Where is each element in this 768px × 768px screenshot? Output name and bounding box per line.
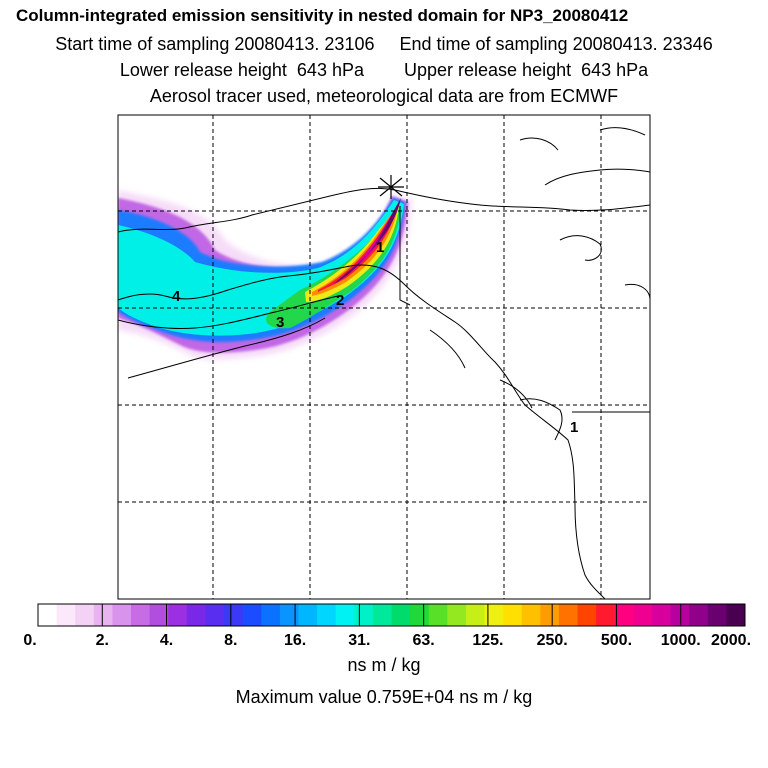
- colorbar-tick-label: 2.: [95, 632, 109, 649]
- colorbar-swatch: [354, 604, 374, 626]
- release-point-star-icon: [378, 175, 404, 199]
- colorbar-swatch: [540, 604, 560, 626]
- colorbar-swatch: [372, 604, 392, 626]
- colorbar-tick-label: 500.: [600, 632, 633, 649]
- contour-label-2: 2: [336, 292, 344, 309]
- colorbar-swatch: [149, 604, 169, 626]
- maximum-value-text: Maximum value 0.759E+04 ns m / kg: [235, 687, 533, 707]
- colorbar-swatch: [224, 604, 244, 626]
- sensitivity-plume: [118, 190, 412, 360]
- colorbar-tick-label: 125.: [472, 632, 504, 649]
- colorbar-tick-label: 16.: [283, 632, 307, 649]
- sampling-time-line: Start time of sampling 20080413. 23106 E…: [55, 34, 713, 54]
- colorbar-swatch: [131, 604, 151, 626]
- colorbar-swatch: [261, 604, 281, 626]
- boundaries: [399, 206, 650, 413]
- colorbar-swatch: [633, 604, 653, 626]
- colorbar-swatch: [391, 604, 411, 626]
- colorbar-tick-label: 63.: [412, 632, 435, 649]
- colorbar-swatch: [614, 604, 634, 626]
- colorbar-swatch: [75, 604, 95, 626]
- chart-title: Column-integrated emission sensitivity i…: [16, 6, 629, 25]
- colorbar-tick-label: 31.: [348, 632, 371, 649]
- map-area: 1 2 3 4 1: [118, 115, 650, 599]
- colorbar-swatch: [707, 604, 727, 626]
- colorbar-swatch: [503, 604, 523, 626]
- coastlines: [118, 127, 650, 599]
- colorbar-frame: [37, 603, 746, 627]
- colorbar-swatch: [335, 604, 355, 626]
- colorbar-swatch: [465, 604, 486, 626]
- colorbar-swatch: [428, 604, 448, 626]
- release-height-line: Lower release height 643 hPa Upper relea…: [119, 60, 649, 80]
- colorbar-swatch: [279, 604, 299, 626]
- colorbar-swatch: [558, 604, 579, 626]
- colorbar-swatch: [596, 604, 616, 626]
- colorbar-swatch: [410, 604, 430, 626]
- colorbar-tick-label: 250.: [536, 632, 568, 649]
- colorbar-swatch: [186, 604, 206, 626]
- colorbar-swatch: [651, 604, 672, 626]
- map-frame: [117, 114, 651, 600]
- colorbar-swatch: [689, 604, 709, 626]
- colorbar-swatch: [521, 604, 541, 626]
- colorbar-swatch: [242, 604, 262, 626]
- colorbar: [37, 603, 746, 627]
- colorbar-swatch: [484, 604, 504, 626]
- colorbar-swatch: [205, 604, 225, 626]
- colorbar-tick-label: 8.: [224, 632, 238, 649]
- colorbar-swatch: [447, 604, 467, 626]
- plume-yellow: [305, 206, 399, 302]
- colorbar-tick-label: 1000.: [660, 632, 701, 649]
- plume-green: [266, 210, 400, 329]
- colorbar-tick-label: 4.: [159, 632, 174, 649]
- colorbar-swatch: [38, 604, 58, 626]
- map-grid: [118, 115, 650, 599]
- contour-label-5: 1: [570, 419, 578, 436]
- colorbar-swatch: [298, 604, 318, 626]
- colorbar-swatch: [93, 604, 113, 626]
- colorbar-swatch: [56, 604, 76, 626]
- colorbar-tick-label: 2000.: [710, 632, 752, 649]
- colorbar-swatch: [168, 604, 188, 626]
- colorbar-swatch: [112, 604, 132, 626]
- colorbar-swatch: [577, 604, 597, 626]
- tracer-info-line: Aerosol tracer used, meteorological data…: [149, 86, 619, 106]
- colorbar-swatch: [726, 604, 746, 626]
- colorbar-units: ns m / kg: [347, 655, 421, 675]
- contour-label-3: 3: [276, 314, 284, 331]
- colorbar-swatch: [317, 604, 337, 626]
- contour-label-1: 1: [376, 239, 384, 256]
- contour-label-4: 4: [172, 288, 181, 305]
- colorbar-swatch: [670, 604, 690, 626]
- colorbar-tick-label: 0.: [23, 632, 37, 649]
